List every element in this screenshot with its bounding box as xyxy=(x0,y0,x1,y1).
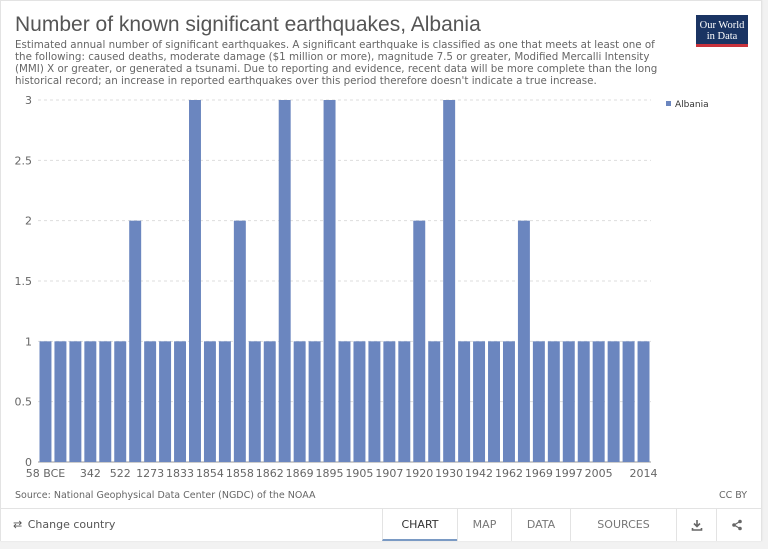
bar[interactable] xyxy=(502,341,515,462)
bar[interactable] xyxy=(383,341,396,462)
bar[interactable] xyxy=(248,341,261,462)
tab-map[interactable]: MAP xyxy=(457,509,511,541)
x-tick-label: 1942 xyxy=(465,467,493,480)
x-tick-label: 1962 xyxy=(495,467,523,480)
legend-swatch xyxy=(666,101,671,106)
tab-data-label: DATA xyxy=(526,518,556,531)
y-axis-labels: 0 0.5 1 1.5 2 2.5 3 xyxy=(15,94,33,469)
x-tick-label: 1869 xyxy=(286,467,314,480)
bar[interactable] xyxy=(144,341,157,462)
x-axis-labels: 58 BCE 342 522 1273 1833 1854 1858 1862 1869 1895… xyxy=(26,467,658,480)
bar[interactable] xyxy=(174,341,187,462)
tab-sources-label: SOURCES xyxy=(597,518,650,531)
bar[interactable] xyxy=(532,341,545,462)
bars xyxy=(39,100,650,462)
bar[interactable] xyxy=(413,220,426,462)
y-tick-label: 2.5 xyxy=(15,154,33,167)
bar[interactable] xyxy=(84,341,97,462)
x-tick-label: 1854 xyxy=(196,467,224,480)
bar[interactable] xyxy=(488,341,500,462)
tab-chart-label: CHART xyxy=(401,518,439,531)
bar[interactable] xyxy=(69,341,82,462)
tab-map-label: MAP xyxy=(472,518,497,531)
y-tick-label: 1.5 xyxy=(15,275,33,288)
change-country-label: Change country xyxy=(27,518,116,531)
bar[interactable] xyxy=(278,100,291,462)
bar[interactable] xyxy=(189,100,201,462)
bar[interactable] xyxy=(99,341,112,462)
bar[interactable] xyxy=(458,341,471,462)
change-country-button[interactable]: ⇄ Change country xyxy=(13,518,115,531)
chart-subtitle: Estimated annual number of significant e… xyxy=(15,39,658,87)
x-tick-label: 1997 xyxy=(555,467,583,480)
source-note: Source: National Geophysical Data Center… xyxy=(15,490,316,501)
bar[interactable] xyxy=(398,341,411,462)
download-icon xyxy=(691,519,702,531)
download-button[interactable] xyxy=(676,509,716,541)
chart-footer: ⇄ Change country CHART MAP DATA SOURCES xyxy=(1,508,761,541)
bar[interactable] xyxy=(517,220,530,462)
y-tick-label: 0 xyxy=(25,456,32,469)
share-button[interactable] xyxy=(716,509,756,541)
tab-data[interactable]: DATA xyxy=(511,509,570,541)
x-tick-label: 1273 xyxy=(136,467,164,480)
share-icon xyxy=(731,519,742,531)
bar[interactable] xyxy=(577,341,590,462)
logo-line-2: in Data xyxy=(706,31,738,42)
y-tick-label: 2 xyxy=(25,215,32,228)
legend-label-albania: Albania xyxy=(675,100,709,110)
x-tick-label: 522 xyxy=(110,467,131,480)
chart-card: Number of known significant earthquakes,… xyxy=(0,0,762,541)
bar[interactable] xyxy=(368,341,381,462)
bar[interactable] xyxy=(54,341,67,462)
bar[interactable] xyxy=(622,341,635,462)
bar[interactable] xyxy=(592,341,605,462)
bar[interactable] xyxy=(293,341,306,462)
license-link[interactable]: CC BY xyxy=(719,490,748,501)
x-tick-label: 1862 xyxy=(256,467,284,480)
x-tick-label: 1858 xyxy=(226,467,254,480)
bar[interactable] xyxy=(159,341,172,462)
bar[interactable] xyxy=(443,100,456,462)
y-tick-label: 3 xyxy=(25,94,32,107)
bar[interactable] xyxy=(218,341,231,462)
x-tick-label: 1920 xyxy=(405,467,433,480)
bar[interactable] xyxy=(353,341,366,462)
bar[interactable] xyxy=(428,341,441,462)
bar[interactable] xyxy=(263,341,276,462)
bar[interactable] xyxy=(547,341,560,462)
bar[interactable] xyxy=(114,341,127,462)
x-tick-label: 1930 xyxy=(435,467,463,480)
bar[interactable] xyxy=(129,220,142,462)
bar[interactable] xyxy=(607,341,620,462)
x-tick-label: 1905 xyxy=(345,467,373,480)
y-tick-label: 1 xyxy=(25,335,32,348)
x-tick-label: 342 xyxy=(80,467,101,480)
bar[interactable] xyxy=(39,341,52,462)
bar[interactable] xyxy=(233,220,246,462)
x-tick-label: 1833 xyxy=(166,467,194,480)
bar[interactable] xyxy=(308,341,321,462)
chart-title: Number of known significant earthquakes,… xyxy=(15,13,481,36)
x-tick-label: 1907 xyxy=(375,467,403,480)
x-tick-label: 2014 xyxy=(630,467,658,480)
y-tick-label: 0.5 xyxy=(15,396,33,409)
bar[interactable] xyxy=(562,341,575,462)
swap-arrows-icon: ⇄ xyxy=(13,518,23,531)
bar[interactable] xyxy=(338,341,351,462)
tab-sources[interactable]: SOURCES xyxy=(570,509,676,541)
bar-chart: 00.511.522.53 58 BCE 342 522 1273 1833 1854 18… xyxy=(15,94,709,480)
bar[interactable] xyxy=(203,341,216,462)
x-tick-label: 58 BCE xyxy=(26,467,66,480)
x-tick-label: 2005 xyxy=(585,467,613,480)
x-tick-label: 1895 xyxy=(316,467,344,480)
bar[interactable] xyxy=(323,100,336,462)
legend[interactable]: Albania xyxy=(666,100,709,110)
x-tick-label: 1969 xyxy=(525,467,553,480)
bar[interactable] xyxy=(637,341,650,462)
logo-line-1: Our World xyxy=(699,20,745,31)
owid-logo[interactable]: Our World in Data xyxy=(696,15,748,47)
tab-chart[interactable]: CHART xyxy=(382,509,457,541)
bar[interactable] xyxy=(473,341,486,462)
